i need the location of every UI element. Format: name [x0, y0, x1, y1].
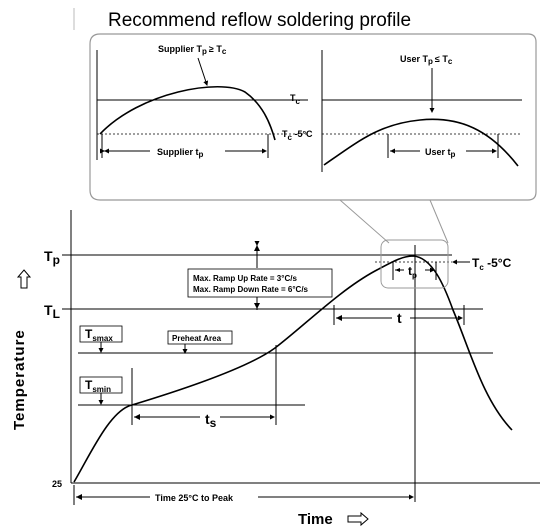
preheat-label: Preheat Area — [172, 334, 222, 343]
supplier-arrowhead — [104, 148, 109, 154]
peak-zoom-box — [380, 239, 449, 289]
x-axis-title: Time — [298, 511, 333, 528]
diagram-title: Recommend reflow soldering profile — [108, 10, 411, 31]
inset-tc-minus-label: Tc -5°C — [282, 129, 313, 142]
tsmin-label: Tsmin — [85, 378, 111, 394]
supplier-cond-arrow — [197, 57, 209, 86]
ramp-up-text: Max. Ramp Up Rate = 3°C/s — [193, 274, 297, 283]
ramp-arrowhead-down — [254, 303, 260, 309]
ttp-arrowhead-left — [76, 494, 82, 500]
tp-small-label: tp — [408, 264, 417, 280]
supplier-condition: Supplier Tp ≥ Tc — [158, 44, 227, 56]
inset-pointer-right — [429, 199, 449, 244]
inset-tc-label: Tc — [290, 93, 301, 106]
x-axis-arrow-icon — [347, 511, 369, 527]
ramp-rate-box — [187, 268, 333, 298]
ramp-arrowhead-up — [254, 245, 260, 251]
tp-label: Tp — [44, 248, 60, 267]
tp-small-arrowhead-left — [395, 268, 400, 272]
supplier-tp-label: Supplier tp — [157, 147, 204, 159]
tsmax-label: Tsmax — [85, 327, 113, 343]
user-curve — [323, 118, 519, 167]
temp-25-label: 25 — [52, 479, 62, 489]
ts-arrowhead-left — [134, 414, 140, 420]
preheat-box — [167, 330, 233, 345]
ramp-down-text: Max. Ramp Down Rate = 6°C/s — [193, 285, 309, 294]
tl-label: TL — [44, 302, 60, 321]
user-tp-label: User tp — [425, 147, 456, 159]
y-axis-title: Temperature — [11, 329, 28, 430]
user-panel: User tp User Tp ≤ Tc — [321, 50, 522, 172]
user-condition: User Tp ≤ Tc — [400, 54, 453, 66]
inset-box — [89, 33, 537, 201]
t-label: t — [397, 310, 402, 326]
tc-minus-5-label: Tc -5°C — [472, 256, 512, 272]
inset-pointer-left — [339, 199, 390, 244]
y-axis-arrow-icon — [16, 269, 32, 289]
t-arrowhead-left — [336, 315, 342, 321]
user-arrowhead — [390, 148, 395, 154]
supplier-panel: Supplier tp Supplier Tp ≥ Tc — [96, 44, 308, 160]
time-to-peak-label: Time 25°C to Peak — [155, 493, 234, 503]
supplier-curve — [99, 85, 276, 141]
ts-label: ts — [205, 411, 217, 430]
